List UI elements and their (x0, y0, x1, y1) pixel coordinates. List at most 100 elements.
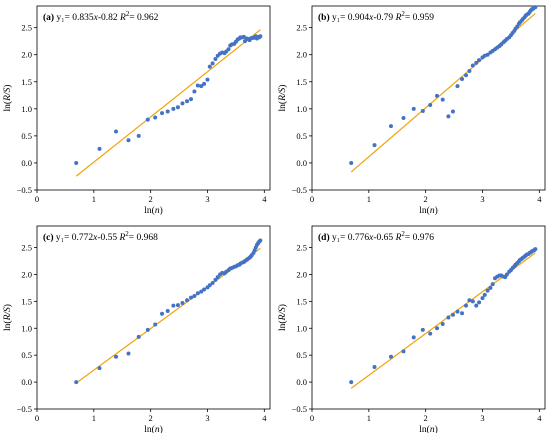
x-tick-label: 3 (205, 194, 209, 204)
y-tick-label: 0.5 (21, 350, 32, 360)
data-point (192, 89, 197, 94)
data-point (460, 311, 465, 316)
equation-annotation: (b) y₁= 0.904x-0.79 R2= 0.959 (318, 10, 434, 23)
x-tick-label: 2 (424, 413, 428, 423)
data-point (464, 303, 469, 308)
data-point (504, 272, 509, 277)
y-tick-label: 1.0 (296, 323, 307, 333)
data-point (428, 331, 433, 336)
x-tick-label: 2 (149, 413, 153, 423)
y-axis-label: ln(R/S) (2, 304, 13, 331)
x-tick-label: 4 (537, 194, 542, 204)
data-point (199, 289, 204, 294)
r2-text: R (119, 13, 126, 23)
data-point (485, 288, 490, 293)
plot-frame (36, 225, 271, 410)
data-point (464, 73, 469, 78)
data-point (97, 146, 102, 151)
y-tick-label: 1.5 (21, 77, 32, 87)
x-tick-label: 4 (537, 413, 542, 423)
data-point (215, 275, 220, 280)
data-point (97, 366, 102, 371)
x-tick-label: 4 (262, 413, 267, 423)
data-point (126, 351, 131, 356)
x-tick-label: 2 (149, 194, 153, 204)
x-tick-label: 3 (205, 413, 209, 423)
y-tick-label: 0.0 (21, 158, 32, 168)
data-point (136, 334, 141, 339)
data-point (440, 97, 445, 102)
y-tick-label: 1.5 (296, 77, 307, 87)
data-point (450, 312, 455, 317)
x-tick-label: 1 (92, 413, 96, 423)
data-point (145, 117, 150, 122)
data-point (477, 58, 482, 63)
y-tick-label: 0.5 (21, 131, 32, 141)
plot-frame (311, 225, 546, 410)
data-point (388, 124, 393, 129)
data-point (470, 299, 475, 304)
equation-text: y₁= 0.772 (56, 233, 93, 243)
data-point (467, 68, 472, 73)
data-point (136, 133, 141, 138)
y-tick-label: 0.0 (296, 377, 307, 387)
data-point (189, 295, 194, 300)
panel-c: 0 1 2 3 4 −0.5 0.0 0.5 1.0 1.5 2.0 2.5 ln(n) ln(R/S) (… (2, 225, 271, 433)
x-tick-label: 1 (92, 194, 96, 204)
y-tick-label: 2.5 (21, 23, 32, 33)
panel-label: (d) (318, 232, 332, 243)
data-point (202, 81, 207, 86)
equation-annotation: (c) y₁= 0.772x-0.55 R2= 0.968 (43, 230, 158, 243)
y-axis-label: ln(R/S) (277, 85, 288, 112)
data-point (470, 63, 475, 68)
data-point (210, 281, 215, 286)
data-point (171, 303, 176, 308)
data-point (160, 111, 165, 116)
y-tick-label: 2.0 (296, 50, 307, 60)
plot-frame (36, 5, 271, 191)
data-point (74, 380, 79, 385)
data-point (180, 300, 185, 305)
data-point (74, 160, 79, 165)
y-tick-label: 2.0 (21, 50, 32, 60)
x-tick-label: 0 (35, 413, 39, 423)
x-tick-label: 1 (367, 194, 371, 204)
data-point (533, 5, 538, 10)
y-tick-label: 1.0 (296, 104, 307, 114)
data-point (477, 300, 482, 305)
data-point (474, 303, 479, 308)
data-point (195, 291, 200, 296)
data-point (171, 106, 176, 111)
r2-text: R (395, 233, 402, 243)
data-point (482, 292, 487, 297)
y-axis-label: ln(R/S) (2, 85, 13, 112)
r2-text: R (395, 13, 402, 23)
data-point (349, 380, 354, 385)
y-tick-label: 1.0 (21, 323, 32, 333)
data-point (349, 160, 354, 165)
panel-a: 0 1 2 3 4 −0.5 0.0 0.5 1.0 1.5 2.0 2.5 ln(n) ln(R/S) (… (2, 5, 271, 216)
y-tick-label: 2.0 (296, 269, 307, 279)
data-point (533, 247, 538, 252)
data-point (411, 106, 416, 111)
fit-line (75, 29, 261, 177)
data-point (175, 303, 180, 308)
data-point (485, 52, 490, 57)
r2-text: R (118, 233, 125, 243)
y-tick-label: −0.5 (17, 185, 32, 195)
x-axis-label: ln(n) (144, 205, 162, 216)
data-point (207, 64, 212, 69)
data-point (455, 309, 460, 314)
x-axis-label: ln(n) (419, 424, 437, 433)
equation-text: y₁= 0.835 (56, 13, 93, 23)
data-point (175, 105, 180, 110)
equation-text: y₁= 0.904 (332, 13, 369, 23)
data-point (113, 129, 118, 134)
data-point (210, 61, 215, 66)
x-tick-label: 0 (310, 413, 314, 423)
y-tick-label: −0.5 (17, 404, 32, 414)
data-point (213, 277, 218, 282)
x-axis-label: ln(n) (419, 205, 437, 216)
y-tick-label: −0.5 (292, 185, 307, 195)
equation-annotation: (d) y₁= 0.776x-0.65 R2= 0.976 (318, 230, 434, 243)
